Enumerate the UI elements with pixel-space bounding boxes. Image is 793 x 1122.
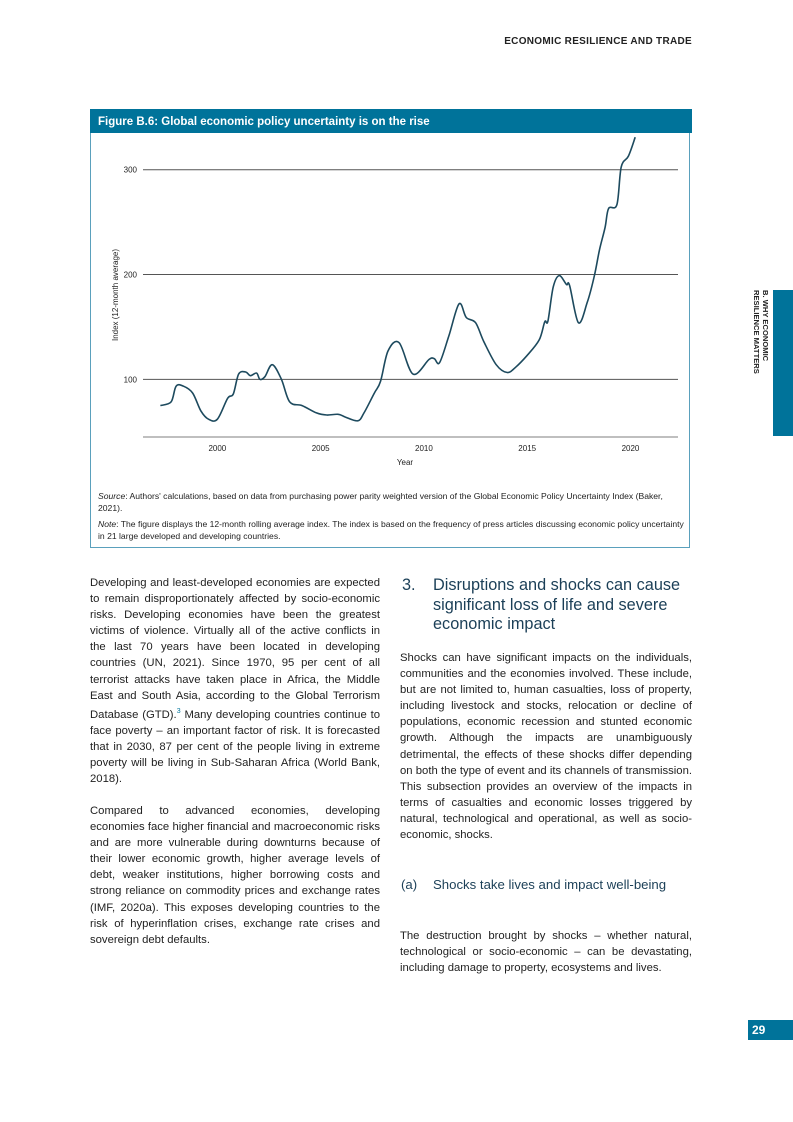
left-column: Developing and least-developed economies…	[90, 575, 380, 964]
y-tick-label: 100	[124, 375, 138, 384]
paragraph: Shocks can have significant impacts on t…	[400, 652, 692, 842]
paragraph-text: Developing and least-developed economies…	[90, 577, 380, 721]
y-tick-label: 200	[124, 271, 138, 280]
x-tick-label: 2010	[415, 444, 433, 453]
paragraph-text: Many developing countries continue to fa…	[90, 708, 380, 785]
paragraph: Compared to advanced economies, developi…	[90, 804, 380, 946]
side-label-line1: B. WHY ECONOMIC	[761, 290, 770, 362]
right-column: Shocks can have significant impacts on t…	[400, 650, 692, 859]
figure-notes: Source: Authors' calculations, based on …	[98, 490, 688, 546]
footnote-ref[interactable]: 3	[176, 707, 181, 715]
paragraph: Developing and least-developed economies…	[90, 575, 380, 787]
running-head: ECONOMIC RESILIENCE AND TRADE	[504, 36, 692, 47]
section-side-tab	[773, 290, 793, 436]
x-tick-label: 2000	[208, 444, 226, 453]
paragraph: The destruction brought by shocks – whet…	[400, 930, 692, 975]
section-number: 3.	[402, 576, 416, 594]
right-column-continued: The destruction brought by shocks – whet…	[400, 928, 692, 992]
series-line-global-epu	[160, 136, 636, 422]
x-tick-label: 2015	[518, 444, 536, 453]
section-title: Disruptions and shocks can cause signifi…	[433, 576, 681, 633]
page-number: 29	[748, 1020, 793, 1040]
figure-source: Source: Authors' calculations, based on …	[98, 490, 688, 514]
figure-note: Note: The figure displays the 12-month r…	[98, 518, 688, 542]
section-side-label: B. WHY ECONOMIC RESILIENCE MATTERS	[748, 290, 772, 400]
note-label: Note	[98, 519, 117, 529]
subsection-number: (a)	[401, 877, 418, 892]
y-tick-label: 300	[124, 166, 138, 175]
note-text: : The figure displays the 12-month rolli…	[98, 519, 684, 541]
x-tick-label: 2005	[312, 444, 330, 453]
figure-title: Figure B.6: Global economic policy uncer…	[90, 109, 692, 133]
y-axis-label: Index (12-month average)	[111, 249, 120, 341]
subsection-title: Shocks take lives and impact well-being	[433, 877, 667, 892]
source-text: : Authors' calculations, based on data f…	[98, 491, 663, 513]
x-tick-label: 2020	[622, 444, 640, 453]
source-label: Source	[98, 491, 126, 501]
x-axis-label: Year	[397, 458, 414, 467]
side-label-line2: RESILIENCE MATTERS	[752, 290, 761, 374]
